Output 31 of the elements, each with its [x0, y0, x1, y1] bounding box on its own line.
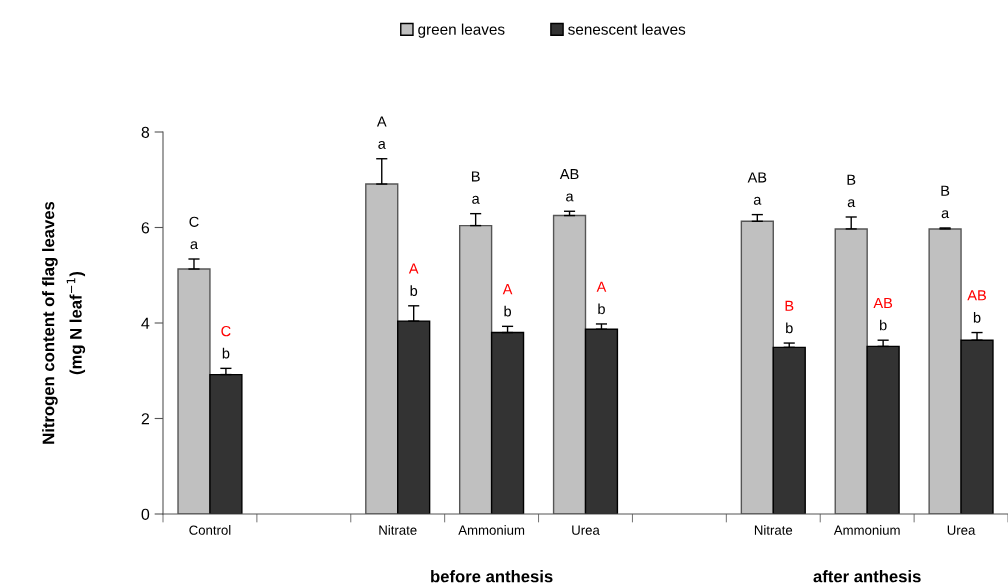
x-tick-label: Urea	[947, 525, 976, 535]
data-label: AB a	[559, 169, 579, 202]
data-label: C a	[189, 216, 199, 250]
data-label: B a	[941, 185, 950, 219]
y-tick-label: 8	[141, 126, 150, 138]
y-tick-label: 0	[141, 508, 150, 520]
x-tick-label: Urea	[572, 525, 600, 535]
data-label: AB a	[747, 172, 767, 205]
data-label: C b	[221, 325, 231, 359]
y-tick-label: 2	[141, 413, 149, 425]
data-label: AB b	[873, 297, 893, 331]
x-tick-label: Ammonium	[458, 525, 525, 535]
data-label: B a	[471, 171, 480, 204]
x-tick-label: Nitrate	[379, 525, 417, 535]
data-label: A b	[596, 281, 607, 315]
data-label: B b	[785, 300, 794, 334]
data-label: A a	[376, 116, 387, 149]
text: before anthesis	[431, 570, 553, 583]
x-tick-label: Nitrate	[754, 525, 793, 535]
data-label: A b	[502, 284, 513, 317]
y-tick-label: 6	[141, 222, 150, 234]
data-label: A b	[408, 263, 419, 296]
x-tick-label: Control	[189, 525, 231, 535]
legend-label: senescent leaves	[568, 23, 686, 35]
y-tick-label: 4	[141, 317, 150, 329]
data-label: B a	[847, 174, 856, 208]
x-tick-label: Ammonium	[833, 525, 900, 535]
y-axis-title: Nitrogen content of flag leaves (mg N leaf$^{−1}$)	[42, 201, 86, 444]
legend-label: green leaves	[418, 23, 505, 38]
data-label: AB b	[967, 290, 986, 323]
text: after anthesis	[813, 570, 921, 583]
